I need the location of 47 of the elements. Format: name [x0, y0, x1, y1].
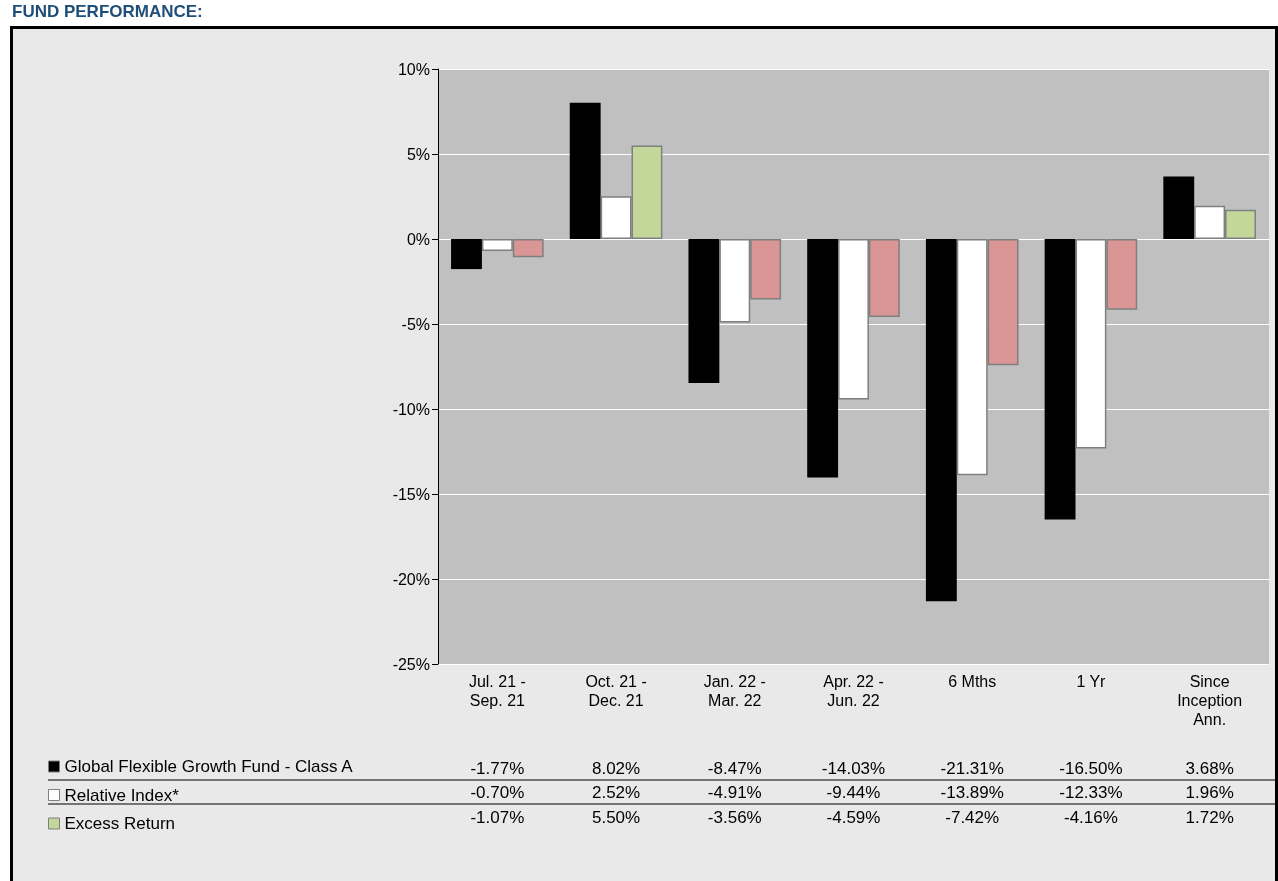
- data-label: -4.16%: [1063, 807, 1118, 827]
- data-label: 5.50%: [591, 807, 641, 827]
- data-label: 1.72%: [1185, 807, 1234, 827]
- y-tick-label: -5%: [401, 315, 430, 333]
- data-label: 3.68%: [1185, 758, 1234, 778]
- y-tick-label: -15%: [392, 485, 430, 503]
- data-label: -4.59%: [826, 807, 881, 827]
- data-label: -16.50%: [1059, 758, 1123, 778]
- bar: [1163, 176, 1195, 239]
- bar: [807, 239, 839, 478]
- y-tick-label: -25%: [392, 655, 430, 673]
- data-label: -9.44%: [826, 782, 881, 802]
- x-tick-label: 1 Yr: [1076, 673, 1107, 690]
- x-tick-label: Oct. 21 - Dec. 21: [585, 673, 647, 709]
- data-label: -4.91%: [707, 782, 762, 802]
- bar: [451, 239, 482, 270]
- x-tick-label: Apr. 22 - Jun. 22: [823, 673, 884, 709]
- legend-label: Global Flexible Growth Fund - Class A: [64, 757, 354, 776]
- x-tick-label: Since Inception Ann.: [1177, 673, 1243, 728]
- legend-label: Excess Return: [64, 814, 176, 833]
- bar: [688, 239, 720, 383]
- x-tick-label: Jan. 22 - Mar. 22: [703, 673, 766, 709]
- data-label: -1.07%: [470, 807, 525, 827]
- data-label: -8.47%: [707, 758, 762, 778]
- x-tick-label: Jul. 21 - Sep. 21: [468, 673, 526, 709]
- bar: [1044, 239, 1076, 520]
- y-tick-label: -10%: [392, 400, 430, 418]
- data-label: 1.96%: [1185, 782, 1234, 802]
- data-label: 8.02%: [591, 758, 641, 778]
- data-label: -21.31%: [940, 758, 1004, 778]
- data-label: -14.03%: [821, 758, 886, 778]
- y-tick-label: 10%: [397, 60, 430, 78]
- y-tick-label: -20%: [392, 570, 430, 588]
- legend-label: Relative Index*: [64, 785, 180, 805]
- y-tick-label: 5%: [406, 145, 430, 163]
- data-label: -7.42%: [945, 807, 1000, 827]
- data-label: 2.52%: [591, 782, 641, 802]
- text: FUND PERFORMANCE:: [12, 2, 203, 22]
- data-label: -13.89%: [940, 782, 1004, 802]
- data-label: -3.56%: [707, 807, 762, 827]
- y-tick-label: 0%: [406, 230, 430, 248]
- data-label: -0.70%: [470, 782, 525, 802]
- x-tick-label: 6 Mths: [948, 673, 997, 690]
- bar: [569, 102, 601, 239]
- data-label: -12.33%: [1059, 782, 1123, 802]
- bar: [925, 239, 957, 602]
- data-label: -1.77%: [470, 758, 525, 778]
